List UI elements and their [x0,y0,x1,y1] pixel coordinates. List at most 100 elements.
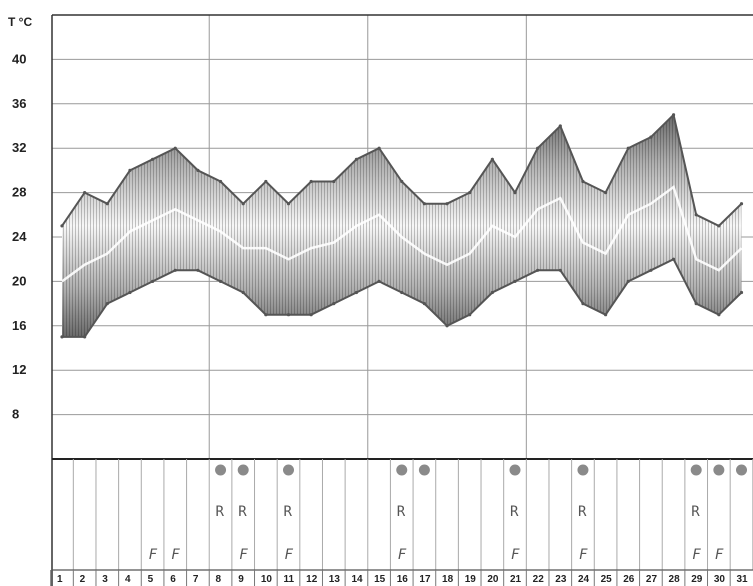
y-axis-ticks: 8 12 16 20 24 28 32 36 40 [12,51,27,421]
min-temperature-point [173,268,177,272]
day-axis: 1 2 3 4 5 6 7 8 9 10 11 12 13 14 15 16 17 18 19 20 21 22 23 24 2… [50,570,749,586]
max-temperature-point [649,135,653,139]
max-temperature-point [694,213,698,217]
max-temperature-point [490,157,494,161]
day-label: 16 [397,574,409,585]
min-temperature-point [354,290,359,295]
min-temperature-point [83,335,87,339]
rain-dot-icon [736,464,747,476]
grid [51,14,753,586]
min-temperature-point [218,279,223,283]
min-temperature-point [309,313,313,317]
max-temperature-point [151,157,155,161]
min-temperature-point [400,290,404,295]
r-symbol: R [397,504,406,520]
day-label: 31 [737,574,749,585]
rain-dot-icon [215,464,227,476]
max-temperature-point [128,168,132,172]
rain-dot-icon [509,464,521,476]
max-temperature-point [400,179,404,184]
day-label: 26 [623,574,635,585]
max-temperature-point [332,179,336,184]
min-temperature-point [558,268,562,272]
max-temperature-point [173,146,177,150]
f-symbol: F [511,547,520,563]
max-temperature-point [626,146,630,150]
min-temperature-point [332,302,336,306]
min-temperature-point [513,279,517,283]
y-tick-label: 36 [12,96,26,111]
day-label: 19 [465,574,477,585]
day-label: 18 [442,574,454,585]
day-label: 6 [170,574,176,585]
day-label: 17 [419,574,431,585]
min-temperature-point [739,290,744,295]
min-temperature-point [241,290,245,295]
max-temperature-point [717,224,721,228]
max-temperature-point [558,124,562,128]
temperature-band [60,112,744,339]
y-tick-label: 28 [12,185,26,200]
day-label: 27 [646,574,658,585]
max-temperature-point [264,179,268,184]
max-temperature-point [739,202,744,206]
min-temperature-point [671,257,676,261]
min-temperature-point [128,290,132,295]
f-symbol: F [692,547,701,563]
min-temperature-point [604,313,608,317]
day-label: 11 [284,574,295,585]
max-temperature-point [354,157,359,161]
day-label: 8 [216,574,222,585]
day-label: 21 [510,574,522,585]
day-label: 7 [193,574,199,585]
max-temperature-point [581,179,585,184]
y-tick-label: 40 [12,51,26,66]
r-symbol: R [510,504,519,520]
max-temperature-point [218,179,223,184]
min-temperature-point [286,313,291,317]
r-symbol: R [238,504,247,520]
day-label: 12 [306,574,318,585]
max-temperature-point [536,146,540,150]
rain-dot-icon [237,464,249,476]
f-symbol: F [239,547,248,563]
max-temperature-point [671,113,676,117]
day-label: 3 [102,574,108,585]
day-label: 15 [374,574,386,585]
min-temperature-point [649,268,653,272]
max-temperature-point [377,146,381,150]
rain-dot-icon [577,464,589,476]
max-temperature-point [196,168,200,172]
max-temperature-point [286,202,291,206]
max-temperature-point [83,191,87,195]
min-temperature-point [536,268,540,272]
f-symbol: F [398,547,407,563]
day-label: 22 [533,574,545,585]
max-temperature-point [445,202,449,206]
rain-dot-icon [418,464,430,476]
min-temperature-point [626,279,630,283]
day-label: 14 [351,574,363,585]
mean-line [61,185,743,283]
min-temperature-point [151,279,155,283]
y-tick-label: 20 [12,273,26,288]
rain-dot-icon [396,464,408,476]
min-temperature-point [377,279,381,283]
min-temperature-point [196,268,200,272]
day-label: 28 [669,574,681,585]
min-temperature-point [581,302,585,306]
f-symbol: F [171,547,180,563]
day-label: 2 [80,574,86,585]
min-temperature-point [717,313,721,317]
max-temperature-point [60,224,64,228]
max-temperature-point [422,202,426,206]
max-temperature-point [513,191,517,195]
f-symbol: F [579,547,588,563]
y-tick-label: 16 [12,318,26,333]
day-label: 10 [261,574,273,585]
rain-dot-icon [690,464,702,476]
rain-dot-icon [283,464,294,476]
f-symbol: F [285,547,294,563]
r-symbol: R [216,504,225,520]
